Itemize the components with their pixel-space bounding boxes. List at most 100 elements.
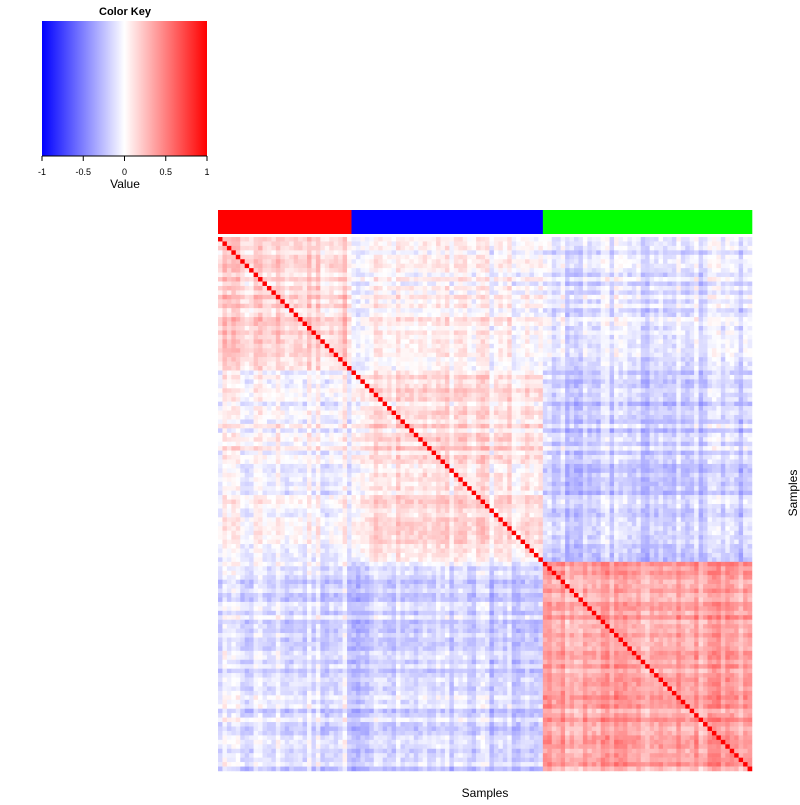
heatmap-cell [561, 317, 566, 322]
heatmap-cell [481, 241, 486, 246]
heatmap-cell [645, 250, 650, 255]
heatmap-cell [699, 326, 704, 331]
heatmap-cell [659, 397, 664, 402]
heatmap-cell [583, 326, 588, 331]
heatmap-cell [685, 339, 690, 344]
heatmap-diagonal-cell [258, 277, 263, 282]
heatmap-cell [561, 326, 566, 331]
heatmap-cell [458, 282, 463, 287]
heatmap-cell [432, 384, 437, 389]
heatmap-cell [311, 250, 316, 255]
heatmap-cell [311, 304, 316, 309]
heatmap-cell [721, 393, 726, 398]
heatmap-cell [694, 299, 699, 304]
heatmap-cell [712, 415, 717, 420]
heatmap-cell [574, 246, 579, 251]
heatmap-cell [734, 259, 739, 264]
heatmap-cell [694, 402, 699, 407]
heatmap-cell [623, 317, 628, 322]
heatmap-cell [494, 317, 499, 322]
heatmap-cell [725, 313, 730, 318]
heatmap-cell [672, 384, 677, 389]
heatmap-cell [334, 255, 339, 260]
heatmap-cell [369, 246, 374, 251]
heatmap-cell [338, 379, 343, 384]
heatmap-cell [685, 308, 690, 313]
heatmap-cell [445, 357, 450, 362]
heatmap-cell [360, 273, 365, 278]
heatmap-cell [650, 379, 655, 384]
heatmap-cell [578, 357, 583, 362]
heatmap-cell [583, 330, 588, 335]
heatmap-cell [400, 246, 405, 251]
heatmap-cell [552, 362, 557, 367]
heatmap-cell [525, 335, 530, 340]
heatmap-cell [627, 397, 632, 402]
heatmap-cell [441, 268, 446, 273]
heatmap-cell [654, 326, 659, 331]
heatmap-cell [307, 259, 312, 264]
heatmap-cell [525, 397, 530, 402]
heatmap-cell [392, 237, 397, 242]
heatmap-cell [516, 259, 521, 264]
heatmap-cell [352, 286, 357, 291]
heatmap-cell [725, 322, 730, 327]
heatmap-cell [667, 264, 672, 269]
heatmap-cell [561, 393, 566, 398]
heatmap-cell [427, 268, 432, 273]
heatmap-cell [623, 371, 628, 376]
heatmap-cell [614, 348, 619, 353]
heatmap-cell [748, 397, 753, 402]
heatmap-cell [329, 304, 334, 309]
heatmap-cell [663, 259, 668, 264]
heatmap-cell [583, 362, 588, 367]
heatmap-cell [369, 295, 374, 300]
heatmap-cell [454, 371, 459, 376]
heatmap-cell [245, 344, 250, 349]
heatmap-cell [681, 344, 686, 349]
heatmap-cell [334, 264, 339, 269]
heatmap-cell [307, 237, 312, 242]
heatmap-cell [716, 362, 721, 367]
heatmap-cell [280, 290, 285, 295]
heatmap-cell [725, 259, 730, 264]
heatmap-cell [645, 366, 650, 371]
heatmap-cell [716, 322, 721, 327]
heatmap-cell [311, 237, 316, 242]
heatmap-cell [494, 384, 499, 389]
heatmap-cell [231, 366, 236, 371]
heatmap-cell [365, 313, 370, 318]
heatmap-cell [276, 308, 281, 313]
heatmap-cell [623, 246, 628, 251]
heatmap-cell [414, 362, 419, 367]
heatmap-cell [627, 411, 632, 416]
heatmap-cell [614, 397, 619, 402]
heatmap-cell [699, 402, 704, 407]
color-key-xlabel: Value [110, 177, 140, 191]
heatmap-cell [334, 397, 339, 402]
heatmap-cell [454, 273, 459, 278]
heatmap-cell [245, 273, 250, 278]
heatmap-cell [619, 304, 624, 309]
heatmap-cell [601, 357, 606, 362]
heatmap-cell [498, 330, 503, 335]
heatmap-cell [516, 313, 521, 318]
heatmap-cell [240, 264, 245, 269]
heatmap-cell [748, 344, 753, 349]
heatmap-cell [374, 273, 379, 278]
heatmap-cell [538, 402, 543, 407]
heatmap-cell [352, 330, 357, 335]
heatmap-cell [676, 250, 681, 255]
heatmap-cell [334, 273, 339, 278]
heatmap-cell [472, 357, 477, 362]
heatmap-cell [392, 295, 397, 300]
heatmap-cell [280, 322, 285, 327]
heatmap-cell [498, 250, 503, 255]
heatmap-cell [525, 313, 530, 318]
heatmap-cell [316, 371, 321, 376]
heatmap-cell [623, 264, 628, 269]
heatmap-cell [654, 330, 659, 335]
heatmap-cell [583, 371, 588, 376]
heatmap-cell [614, 344, 619, 349]
heatmap-cell [254, 290, 259, 295]
